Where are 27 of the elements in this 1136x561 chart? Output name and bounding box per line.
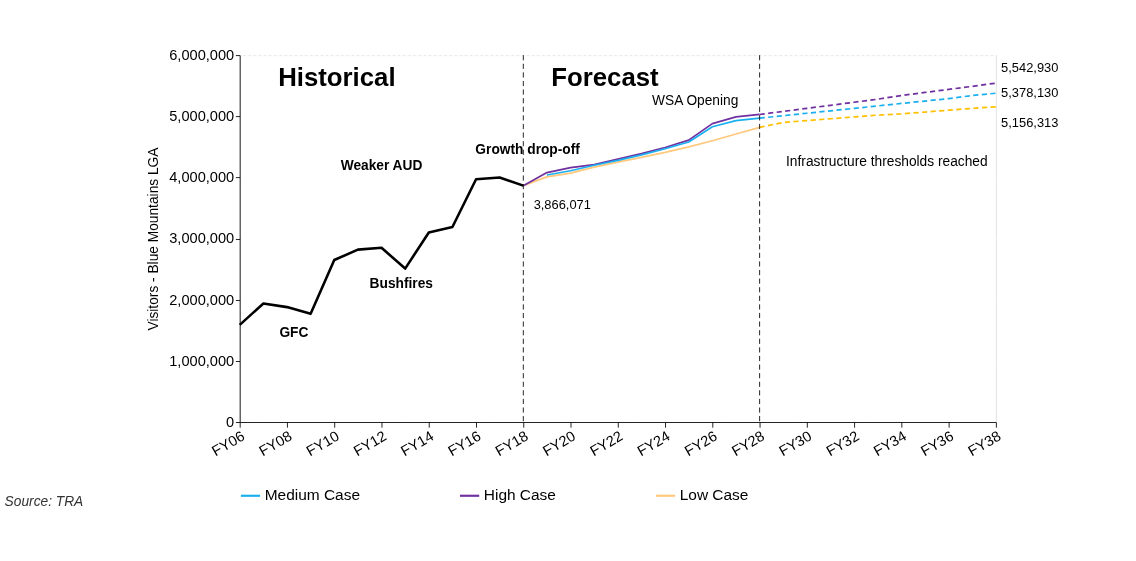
y-tick-label: 2,000,000	[169, 291, 235, 308]
y-tick-label: 6,000,000	[169, 46, 235, 63]
x-tick-label: FY30	[776, 427, 815, 460]
source-note: Source: TRA	[4, 494, 84, 510]
line-series	[522, 126, 761, 187]
annotation: Weaker AUD	[340, 158, 423, 174]
legend-label: Medium Case	[264, 486, 361, 504]
annotation: Growth drop-off	[475, 141, 581, 157]
annotation: GFC	[279, 325, 309, 341]
y-tick-label: 1,000,000	[169, 352, 235, 369]
legend-label: High Case	[483, 486, 556, 504]
y-tick-label: 0	[226, 413, 235, 430]
annotation: Infrastructure thresholds reached	[786, 154, 988, 170]
y-tick-label: 5,000,000	[169, 108, 235, 125]
annotation: Forecast	[551, 63, 660, 92]
y-tick-label: 3,000,000	[169, 230, 235, 247]
annotation: 5,542,930	[1001, 59, 1059, 75]
annotation: Historical	[278, 63, 396, 92]
annotation: WSA Opening	[652, 93, 739, 108]
line-series	[758, 105, 997, 129]
y-axis-title: Visitors - Blue Mountains LGA	[146, 146, 161, 331]
annotation: Bushfires	[369, 276, 434, 292]
annotation: 5,378,130	[1001, 85, 1059, 101]
legend-label: Low Case	[679, 486, 749, 504]
annotation: 3,866,071	[533, 196, 591, 212]
annotation: 5,156,313	[1001, 114, 1059, 130]
y-tick-label: 4,000,000	[169, 169, 235, 186]
